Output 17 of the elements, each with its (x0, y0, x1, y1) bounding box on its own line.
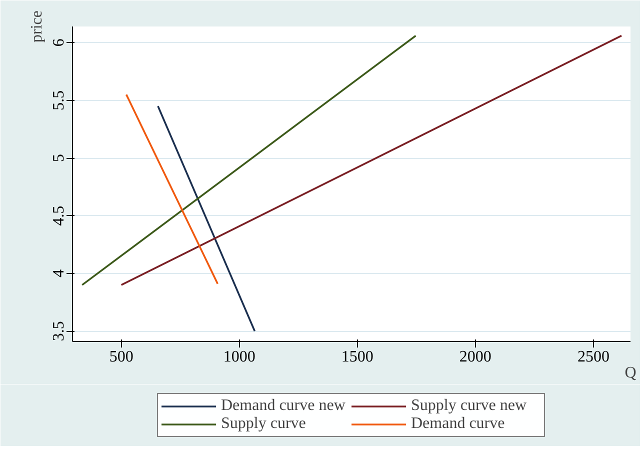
y-tick-label: 5.5 (50, 90, 68, 110)
x-tick-label: 2500 (577, 348, 610, 366)
x-tick-label: 1500 (341, 348, 374, 366)
x-tick-label: 2000 (459, 348, 492, 366)
legend-label: Demand curve (411, 415, 506, 433)
x-tick-label: 1000 (223, 348, 256, 366)
y-axis-title: price (28, 10, 46, 42)
legend-label: Demand curve new (221, 397, 346, 415)
x-axis-title: Q (624, 364, 637, 382)
y-tick-label: 6 (50, 38, 68, 47)
y-tick-label: 3.5 (50, 321, 68, 342)
y-tick-label: 4 (50, 269, 68, 278)
y-tick-label: 4.5 (50, 206, 68, 226)
legend-label: Supply curve new (411, 397, 528, 415)
y-tick-label: 5 (50, 154, 68, 162)
x-tick-label: 500 (109, 348, 134, 366)
legend-label: Supply curve (221, 415, 307, 433)
